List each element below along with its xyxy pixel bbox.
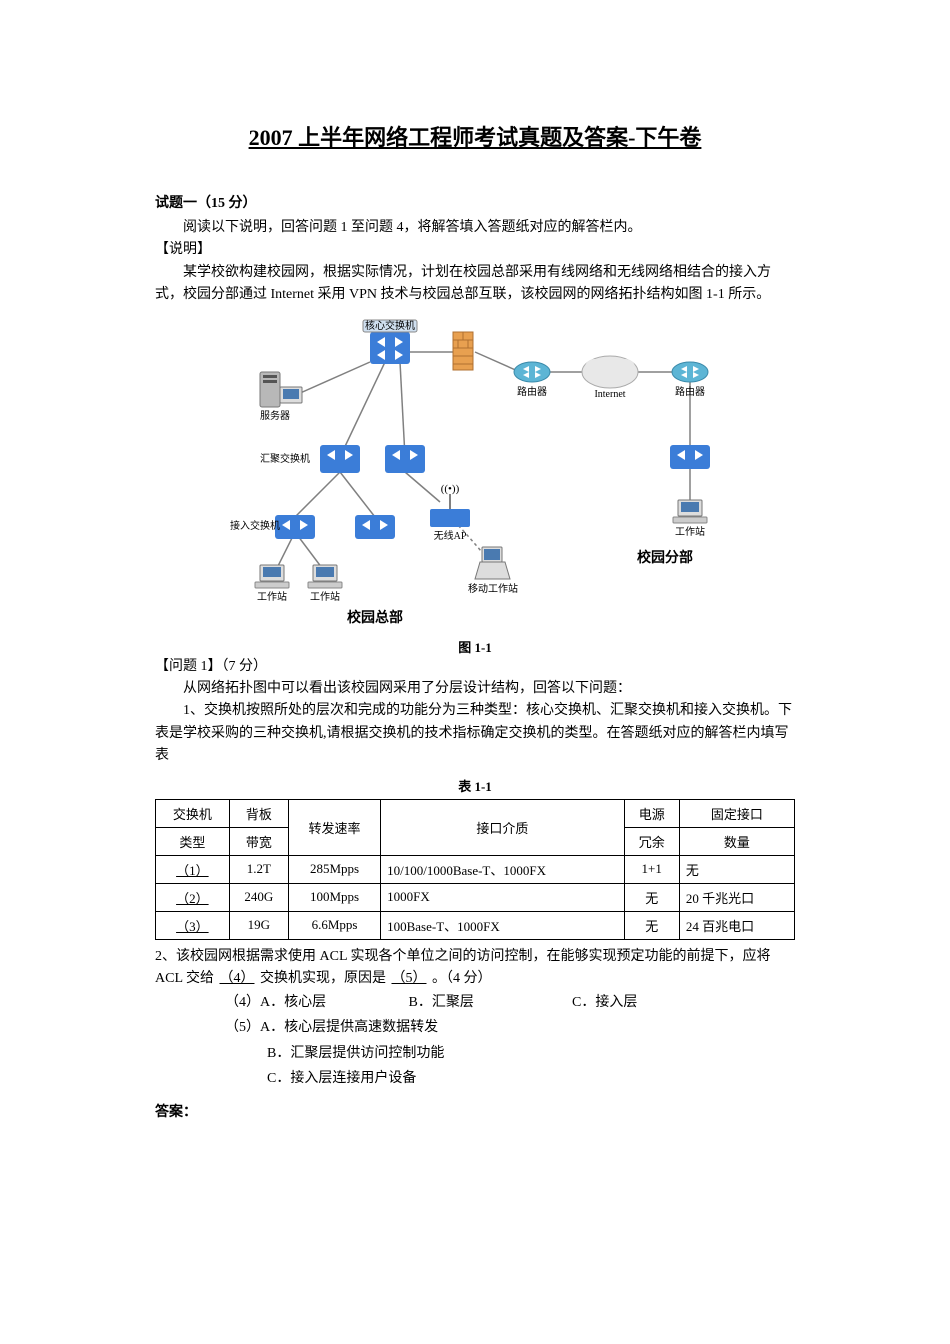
agg-switch-icon: 汇聚交换机 <box>260 445 360 473</box>
th-type-2: 类型 <box>156 827 230 855</box>
internet-cloud-icon: Internet <box>582 356 638 400</box>
cell-ports: 无 <box>679 855 794 883</box>
intro-text: 阅读以下说明，回答问题 1 至问题 4，将解答填入答题纸对应的解答栏内。 <box>155 217 795 239</box>
access-switch-icon: 接入交换机 <box>230 515 315 539</box>
svg-text:路由器: 路由器 <box>517 385 547 398</box>
cell-rate: 100Mpps <box>289 883 381 911</box>
cell-ports: 20 千兆光口 <box>679 883 794 911</box>
router-icon: 路由器 <box>514 362 550 398</box>
cell-type: （1） <box>156 855 230 883</box>
th-type-1: 交换机 <box>156 799 230 827</box>
cell-rate: 6.6Mpps <box>289 911 381 939</box>
option-5c: C．接入层连接用户设备 <box>155 1066 795 1091</box>
option-5a: （5）A．核心层提供高速数据转发 <box>155 1015 795 1040</box>
cell-intf: 100Base-T、1000FX <box>381 911 624 939</box>
cell-power: 无 <box>624 883 679 911</box>
q1-p3: 2、该校园网根据需求使用 ACL 实现各个单位之间的访问控制，在能够实现预定功能… <box>155 946 795 991</box>
cell-type: （2） <box>156 883 230 911</box>
svg-text:工作站: 工作站 <box>310 590 340 603</box>
q1-p1: 从网络拓扑图中可以看出该校园网采用了分层设计结构，回答以下问题： <box>155 678 795 700</box>
th-intf: 接口介质 <box>381 799 624 855</box>
svg-text:工作站: 工作站 <box>675 525 705 538</box>
q1-p2: 1、交换机按照所处的层次和完成的功能分为三种类型：核心交换机、汇聚交换机和接入交… <box>155 700 795 767</box>
svg-text:校园总部: 校园总部 <box>347 609 403 626</box>
th-ports-2: 数量 <box>679 827 794 855</box>
table-row: （3） 19G 6.6Mpps 100Base-T、1000FX 无 24 百兆… <box>156 911 795 939</box>
th-bw-2: 带宽 <box>229 827 288 855</box>
answer-label: 答案： <box>155 1101 795 1121</box>
svg-text:((•)): ((•)) <box>441 483 460 495</box>
cell-power: 1+1 <box>624 855 679 883</box>
cell-rate: 285Mpps <box>289 855 381 883</box>
figure-caption: 图 1-1 <box>155 637 795 656</box>
desc-text: 某学校欲构建校园网，根据实际情况，计划在校园总部采用有线网络和无线网络相结合的接… <box>155 262 795 307</box>
wireless-ap-icon: ((•)) 无线AP <box>430 483 470 542</box>
svg-text:校园分部: 校园分部 <box>637 549 693 566</box>
table-header-row1: 交换机 背板 转发速率 接口介质 电源 固定接口 <box>156 799 795 827</box>
svg-text:接入交换机: 接入交换机 <box>230 519 280 532</box>
core-switch-icon: 核心交换机 <box>363 319 417 364</box>
svg-text:汇聚交换机: 汇聚交换机 <box>260 452 310 465</box>
th-power-1: 电源 <box>624 799 679 827</box>
th-bw-1: 背板 <box>229 799 288 827</box>
workstation2-icon: 工作站 <box>308 565 342 603</box>
cell-intf: 10/100/1000Base-T、1000FX <box>381 855 624 883</box>
th-ports-1: 固定接口 <box>679 799 794 827</box>
server-icon: 服务器 <box>260 372 302 422</box>
th-power-2: 冗余 <box>624 827 679 855</box>
option-4-row: （4）A．核心层 B．汇聚层 C．接入层 <box>155 990 795 1015</box>
cell-type: （3） <box>156 911 230 939</box>
mobile-workstation-icon: 移动工作站 <box>468 547 518 595</box>
page-title: 2007 上半年网络工程师考试真题及答案-下午卷 <box>155 120 795 152</box>
router2-icon: 路由器 <box>672 362 708 398</box>
svg-text:工作站: 工作站 <box>257 590 287 603</box>
svg-text:路由器: 路由器 <box>675 385 705 398</box>
firewall-icon <box>453 332 473 370</box>
cell-ports: 24 百兆电口 <box>679 911 794 939</box>
option-5b: B．汇聚层提供访问控制功能 <box>155 1041 795 1066</box>
cell-bw: 1.2T <box>229 855 288 883</box>
table-row: （2） 240G 100Mpps 1000FX 无 20 千兆光口 <box>156 883 795 911</box>
svg-text:移动工作站: 移动工作站 <box>468 582 518 595</box>
table-caption: 表 1-1 <box>155 776 795 795</box>
branch-workstation-icon: 工作站 <box>673 500 707 538</box>
switch-table: 交换机 背板 转发速率 接口介质 电源 固定接口 类型 带宽 冗余 数量 （1）… <box>155 799 795 940</box>
table-row: （1） 1.2T 285Mpps 10/100/1000Base-T、1000F… <box>156 855 795 883</box>
branch-switch-icon <box>670 445 710 469</box>
svg-text:核心交换机: 核心交换机 <box>365 319 415 332</box>
th-rate: 转发速率 <box>289 799 381 855</box>
agg-switch2-icon <box>385 445 425 473</box>
cell-intf: 1000FX <box>381 883 624 911</box>
cell-bw: 19G <box>229 911 288 939</box>
access-switch2-icon <box>355 515 395 539</box>
svg-text:服务器: 服务器 <box>260 409 290 422</box>
svg-text:Internet: Internet <box>594 389 625 400</box>
cell-bw: 240G <box>229 883 288 911</box>
question-heading: 试题一（15 分） <box>155 192 795 212</box>
workstation1-icon: 工作站 <box>255 565 289 603</box>
network-diagram: 核心交换机 服务器 路由器 <box>225 317 725 627</box>
svg-text:无线AP: 无线AP <box>434 529 467 542</box>
cell-power: 无 <box>624 911 679 939</box>
desc-label: 【说明】 <box>155 239 795 261</box>
question1-label: 【问题 1】（7 分） <box>155 656 795 678</box>
